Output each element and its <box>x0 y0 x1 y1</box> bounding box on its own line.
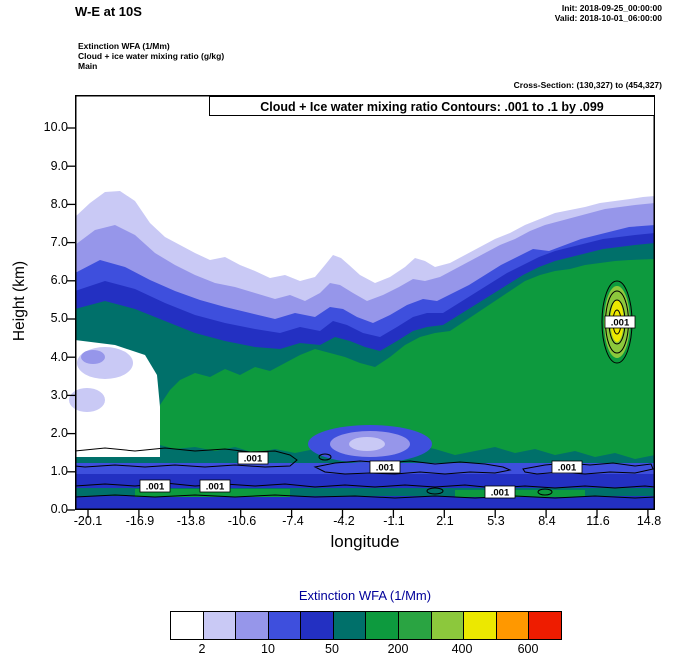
y-tick-label: 3.0 <box>50 388 68 402</box>
x-tick-label: 11.6 <box>586 514 610 528</box>
colorbar-cell <box>431 612 465 639</box>
field-label-domain: Main <box>78 61 98 71</box>
y-tick-label: 4.0 <box>50 350 68 364</box>
cross-section-plot: .001 .001 .001 .001 .001 .001 <box>67 95 656 518</box>
x-tick-label: -7.4 <box>282 514 304 528</box>
band-green-left <box>135 489 290 497</box>
init-time: Init: 2018-09-25_00:00:00 <box>561 3 662 13</box>
contour-label: .001 <box>139 479 171 493</box>
band-green-right <box>455 490 585 497</box>
cross-section-coords: Cross-Section: (130,327) to (454,327) <box>513 80 662 90</box>
fill-region-green <box>160 259 655 459</box>
band-blue <box>75 463 655 474</box>
band-darkblue-bottom <box>75 496 655 510</box>
colorbar-cell <box>171 612 204 639</box>
x-tick-label: -20.1 <box>73 514 103 528</box>
contour-label: .001 <box>604 315 636 329</box>
colorbar-cell <box>399 612 432 639</box>
colorbar-title: Extinction WFA (1/Mm) <box>298 588 432 603</box>
page-title: W-E at 10S <box>75 4 142 19</box>
colorbar-cell <box>464 612 497 639</box>
svg-text:.001: .001 <box>491 488 510 499</box>
contour-label: .001 <box>369 460 401 474</box>
y-tick-label: 9.0 <box>50 159 68 173</box>
contour-label: .001 <box>199 479 231 493</box>
x-tick-label: 8.4 <box>538 514 556 528</box>
colorbar-cell <box>301 612 334 639</box>
y-tick-label: 2.0 <box>50 426 68 440</box>
colorbar-cell <box>496 612 530 639</box>
contour-labels: .001 .001 .001 .001 .001 .001 <box>139 315 636 499</box>
colorbar-cell <box>268 612 302 639</box>
x-tick-label: 2.1 <box>436 514 454 528</box>
periwinkle-patch-left <box>81 350 105 364</box>
plot-frame <box>75 95 655 510</box>
colorbar-tick-label: 400 <box>451 642 473 656</box>
x-tick-label: -1.1 <box>383 514 405 528</box>
svg-text:.001: .001 <box>244 454 263 465</box>
x-tick-label: -4.2 <box>333 514 355 528</box>
colorbar-cell <box>333 612 367 639</box>
colorbar-tick-label: 600 <box>517 642 539 656</box>
y-tick-label: 10.0 <box>43 120 68 134</box>
x-tick-label: -13.8 <box>176 514 206 528</box>
svg-text:.001: .001 <box>206 482 225 493</box>
lavender-pocket-mid <box>349 437 385 451</box>
y-tick-label: 6.0 <box>50 273 68 287</box>
svg-text:.001: .001 <box>611 318 630 329</box>
colorbar-cell <box>236 612 269 639</box>
x-tick-label: 14.8 <box>636 514 662 528</box>
contour-title-box: Cloud + Ice water mixing ratio Contours:… <box>209 96 655 116</box>
colorbar <box>170 611 562 640</box>
x-tick-label: 5.3 <box>487 514 505 528</box>
y-tick-label: 8.0 <box>50 197 68 211</box>
y-tick-label: 1.0 <box>50 464 68 478</box>
svg-text:.001: .001 <box>146 482 165 493</box>
svg-text:.001: .001 <box>376 463 395 474</box>
colorbar-cell <box>203 612 237 639</box>
lavender-patch-left-low <box>69 388 105 412</box>
y-tick-label: 5.0 <box>50 311 68 325</box>
x-tick-label: -16.9 <box>125 514 155 528</box>
axis-ticks <box>67 127 649 518</box>
colorbar-tick-label: 200 <box>387 642 409 656</box>
contour-label: .001 <box>237 451 269 465</box>
contour-label: .001 <box>484 485 516 499</box>
x-tick-label: -10.6 <box>227 514 257 528</box>
field-label-cloud-ice: Cloud + ice water mixing ratio (g/kg) <box>78 51 225 61</box>
colorbar-cell <box>366 612 400 639</box>
colorbar-tick-label: 10 <box>261 642 275 656</box>
contour-label: .001 <box>551 460 583 474</box>
colorbar-tick-label: 2 <box>198 642 206 656</box>
valid-time: Valid: 2018-10-01_06:00:00 <box>554 13 662 23</box>
svg-text:.001: .001 <box>558 463 577 474</box>
colorbar-cell <box>529 612 561 639</box>
colorbar-tick-label: 50 <box>325 642 339 656</box>
y-tick-label: 7.0 <box>50 235 68 249</box>
band-teal <box>75 488 655 496</box>
y-tick-label: 0.0 <box>50 502 68 516</box>
field-label-extinction: Extinction WFA (1/Mm) <box>78 41 170 51</box>
x-axis-label: longitude <box>330 532 400 551</box>
fill-layers <box>69 191 655 510</box>
